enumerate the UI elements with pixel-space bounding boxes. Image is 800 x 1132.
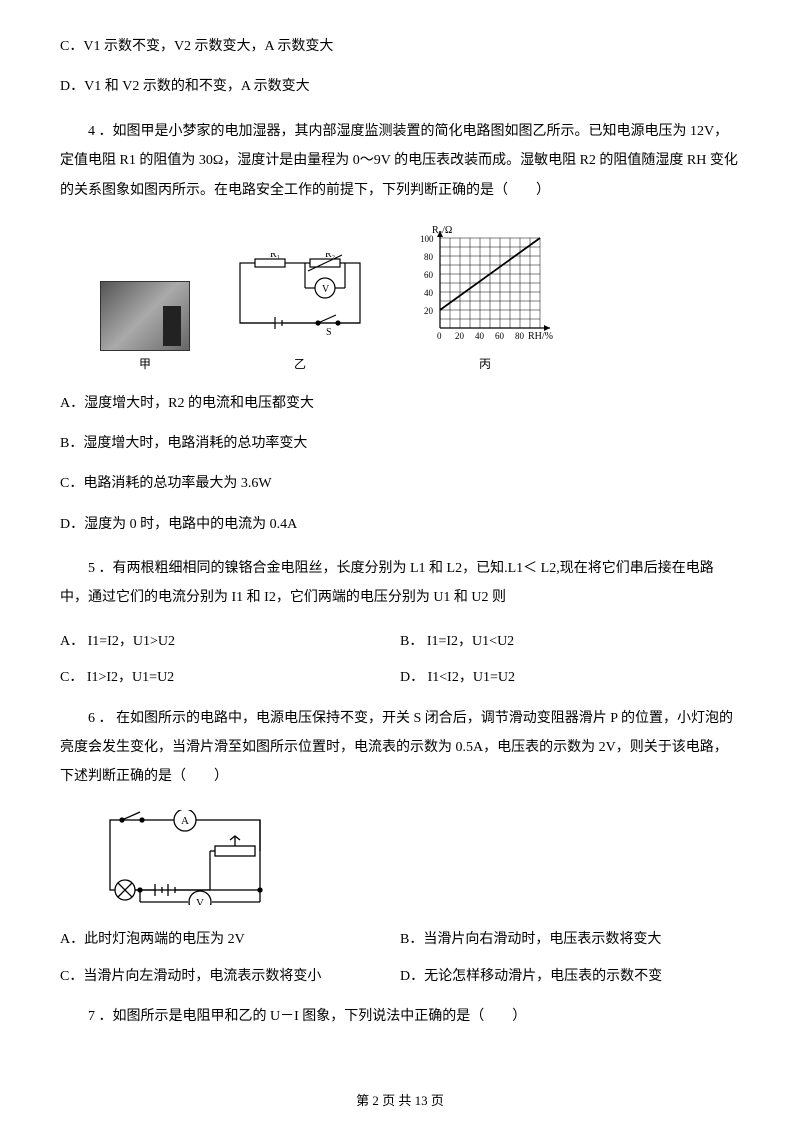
q5-row2: C． I1>I2，U1=U2 D． I1<I2，U1=U2	[60, 667, 740, 689]
q6-row1: A．此时灯泡两端的电压为 2V B．当滑片向右滑动时，电压表示数将变大	[60, 929, 740, 951]
q4-figures: 甲	[100, 223, 740, 375]
q4-option-d: D．湿度为 0 时，电路中的电流为 0.4A	[60, 514, 740, 536]
q4-s-label: S	[326, 327, 332, 338]
q4-option-a: A．湿度增大时，R2 的电流和电压都变大	[60, 393, 740, 415]
q5-stem: 5 ．有两根粗细相同的镍铬合金电阻丝，长度分别为 L1 和 L2，已知.L1＜ …	[60, 554, 740, 613]
q4-r2-label: R₂	[325, 253, 335, 260]
q4-v-label: V	[322, 284, 330, 295]
q5-option-c: C． I1>I2，U1=U2	[60, 667, 400, 689]
q4-circuit-svg: R₁ R₂ V S	[230, 253, 370, 343]
q4-label-bing: 丙	[410, 355, 560, 374]
q6-circuit-svg: A V	[100, 810, 270, 905]
ytick-60: 60	[424, 270, 434, 280]
q4-fig-bing: R₂/Ω RH/%	[410, 223, 560, 375]
ytick-40: 40	[424, 288, 434, 298]
q4-label-jia: 甲	[100, 355, 190, 374]
q6-figure: A V	[100, 810, 740, 913]
q6-option-a: A．此时灯泡两端的电压为 2V	[60, 929, 400, 951]
q4-chart-ylabel: R₂/Ω	[432, 225, 452, 236]
q5-option-a: A． I1=I2，U1>U2	[60, 631, 400, 653]
q4-option-b: B．湿度增大时，电路消耗的总功率变大	[60, 433, 740, 455]
q6-stem: 6 ． 在如图所示的电路中，电源电压保持不变，开关 S 闭合后，调节滑动变阻器滑…	[60, 704, 740, 792]
q5-option-b: B． I1=I2，U1<U2	[400, 631, 740, 653]
q6-option-c: C．当滑片向左滑动时，电流表示数将变小	[60, 966, 400, 988]
q4-chart-svg: R₂/Ω RH/%	[410, 223, 560, 343]
humidifier-photo	[100, 281, 190, 351]
q3-option-d: D．V1 和 V2 示数的和不变，A 示数变大	[60, 76, 740, 98]
ytick-80: 80	[424, 252, 434, 262]
xtick-40: 40	[475, 331, 485, 341]
q4-chart-xlabel: RH/%	[528, 331, 553, 342]
q7-stem: 7 ．如图所示是电阻甲和乙的 U－I 图象，下列说法中正确的是（ ）	[60, 1002, 740, 1031]
q6-option-b: B．当滑片向右滑动时，电压表示数将变大	[400, 929, 740, 951]
q6-v-label: V	[196, 897, 204, 905]
xtick-0: 0	[437, 331, 442, 341]
ytick-100: 100	[420, 234, 434, 244]
page-footer: 第 2 页 共 13 页	[0, 1091, 800, 1112]
q4-option-c: C．电路消耗的总功率最大为 3.6W	[60, 473, 740, 495]
q4-r1-label: R₁	[270, 253, 280, 260]
q6-a-label: A	[181, 815, 189, 827]
q4-fig-jia: 甲	[100, 281, 190, 374]
q4-fig-yi: R₁ R₂ V S 乙	[230, 253, 370, 375]
q3-option-c: C．V1 示数不变，V2 示数变大，A 示数变大	[60, 36, 740, 58]
ytick-20: 20	[424, 306, 434, 316]
q4-label-yi: 乙	[230, 355, 370, 374]
xtick-80: 80	[515, 331, 525, 341]
q5-option-d: D． I1<I2，U1=U2	[400, 667, 740, 689]
q6-option-d: D．无论怎样移动滑片，电压表的示数不变	[400, 966, 740, 988]
xtick-20: 20	[455, 331, 465, 341]
q5-row1: A． I1=I2，U1>U2 B． I1=I2，U1<U2	[60, 631, 740, 653]
xtick-60: 60	[495, 331, 505, 341]
q6-row2: C．当滑片向左滑动时，电流表示数将变小 D．无论怎样移动滑片，电压表的示数不变	[60, 966, 740, 988]
q4-stem: 4 ．如图甲是小梦家的电加湿器，其内部湿度监测装置的简化电路图如图乙所示。已知电…	[60, 117, 740, 205]
